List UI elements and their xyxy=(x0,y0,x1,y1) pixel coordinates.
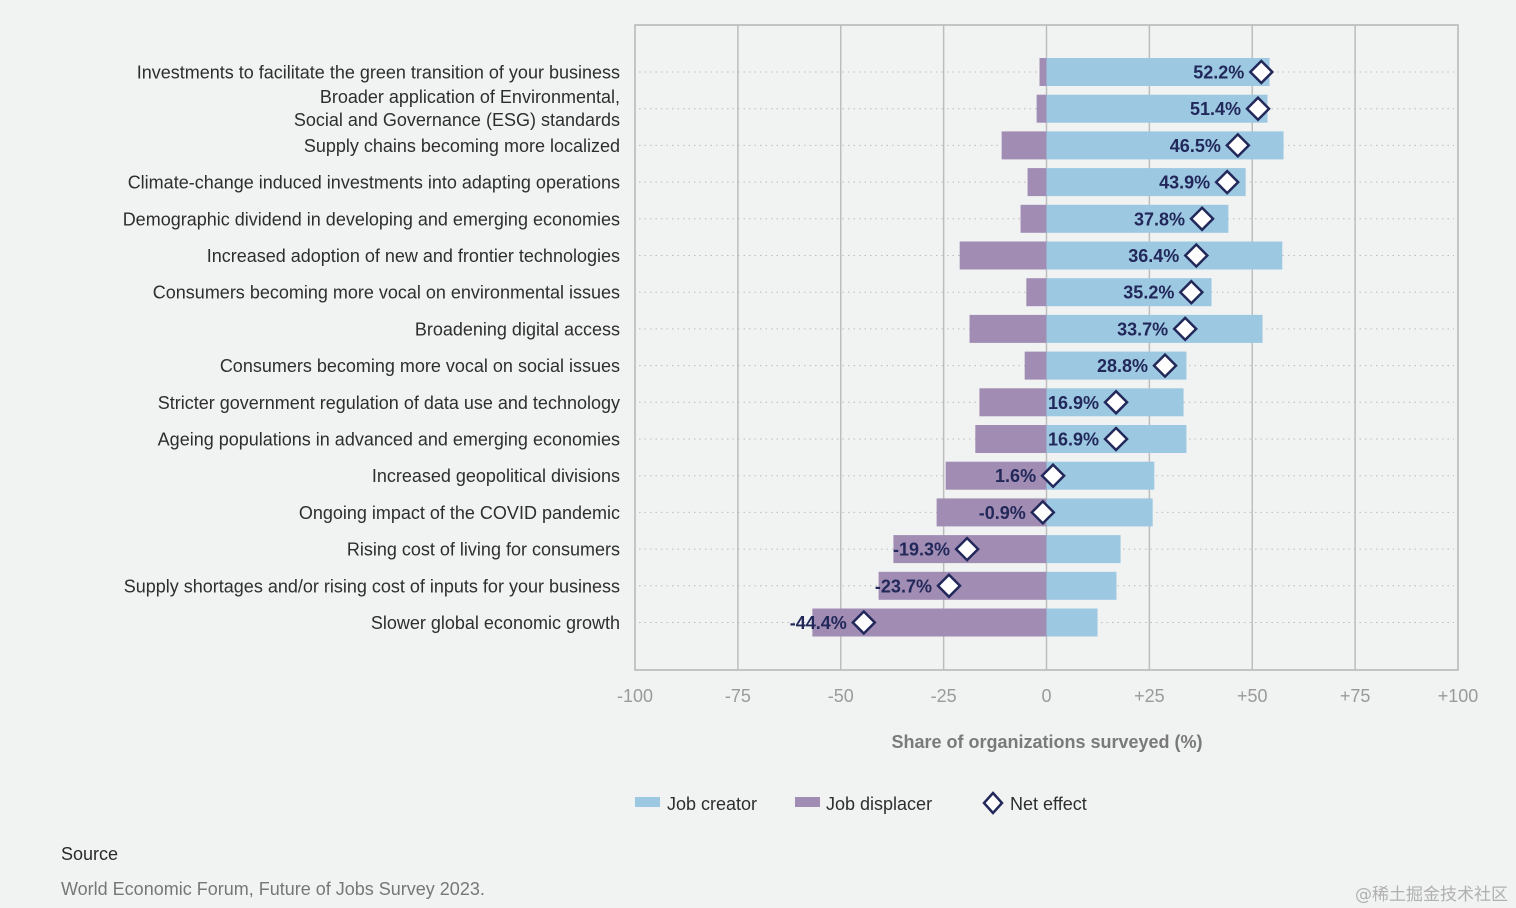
net-effect-label: 16.9% xyxy=(1048,393,1099,413)
legend: Job creator Job displacer Net effect xyxy=(635,791,1087,815)
x-tick-label: -100 xyxy=(617,686,653,706)
net-effect-label: 28.8% xyxy=(1097,356,1148,376)
x-tick-label: +50 xyxy=(1237,686,1268,706)
net-effect-label: 52.2% xyxy=(1193,63,1244,83)
category-label: Supply shortages and/or rising cost of i… xyxy=(124,576,620,596)
bar-job-displacer xyxy=(945,461,1047,490)
bar-job-displacer xyxy=(878,571,1047,600)
bar-job-creator xyxy=(1046,608,1098,637)
bar-job-displacer xyxy=(969,314,1047,343)
net-effect-label: 35.2% xyxy=(1123,283,1174,303)
x-tick-label: -75 xyxy=(725,686,751,706)
category-label: Social and Governance (ESG) standards xyxy=(294,110,620,130)
legend-swatch-job-creator xyxy=(635,797,660,807)
category-label: Ageing populations in advanced and emerg… xyxy=(158,430,620,450)
category-label: Consumers becoming more vocal on environ… xyxy=(153,283,620,303)
net-effect-marker xyxy=(1030,499,1056,526)
category-label: Stricter government regulation of data u… xyxy=(158,393,620,413)
net-effect-marker xyxy=(1245,95,1271,122)
net-effect-label: 37.8% xyxy=(1134,209,1185,229)
net-effect-label: 16.9% xyxy=(1048,430,1099,450)
bar-job-displacer xyxy=(975,425,1047,453)
bar-job-displacer xyxy=(1039,58,1047,86)
x-tick-label: -25 xyxy=(931,686,957,706)
x-tick-label: -50 xyxy=(828,686,854,706)
bar-job-creator xyxy=(1046,241,1283,270)
bar-job-displacer xyxy=(1027,168,1047,197)
category-label: Increased geopolitical divisions xyxy=(372,466,620,486)
net-effect-marker xyxy=(1183,242,1210,269)
net-effect-label: 36.4% xyxy=(1128,246,1179,266)
bar-job-displacer xyxy=(1020,204,1047,233)
bar-job-displacer xyxy=(1001,131,1047,160)
net-effect-marker xyxy=(1214,169,1240,195)
net-effect-label: 33.7% xyxy=(1117,319,1168,339)
category-label: Ongoing impact of the COVID pandemic xyxy=(299,503,620,523)
source-title: Source xyxy=(61,844,119,864)
x-tick-label: +100 xyxy=(1438,686,1479,706)
category-label: Supply chains becoming more localized xyxy=(304,136,620,156)
net-effect-marker xyxy=(1178,279,1205,305)
net-effect-marker xyxy=(1189,206,1215,232)
bar-job-creator xyxy=(1046,571,1117,600)
category-label: Broadening digital access xyxy=(415,319,620,339)
net-effect-label: -0.9% xyxy=(979,503,1026,523)
net-effect-marker xyxy=(954,536,980,562)
diamond-icon xyxy=(982,791,1004,815)
bar-job-displacer xyxy=(1024,351,1047,380)
category-label: Investments to facilitate the green tran… xyxy=(137,63,620,83)
bar-job-displacer xyxy=(936,498,1047,527)
x-tick-label: 0 xyxy=(1041,686,1051,706)
bar-job-creator xyxy=(1046,58,1270,86)
net-effect-label: 43.9% xyxy=(1159,173,1210,193)
chart: 52.2% 51.4% 46.5% 43.9% 37.8% 36.4% 35.2% 33.7%… xyxy=(123,24,1478,815)
net-effect-label: -19.3% xyxy=(893,540,950,560)
x-axis-title: Share of organizations surveyed (%) xyxy=(891,732,1202,752)
category-label: Increased adoption of new and frontier t… xyxy=(207,246,620,266)
legend-swatch-job-displacer xyxy=(795,797,820,807)
bar-job-displacer xyxy=(959,241,1047,270)
category-labels: Investments to facilitate the green tran… xyxy=(123,63,620,634)
net-effect-marker xyxy=(1248,59,1275,85)
net-effect-label: -23.7% xyxy=(875,576,932,596)
bar-job-displacer xyxy=(1026,278,1047,307)
category-label: Climate-change induced investments into … xyxy=(128,173,620,193)
category-label: Rising cost of living for consumers xyxy=(347,540,620,560)
net-effect-label: 1.6% xyxy=(995,466,1036,486)
bar-job-creator xyxy=(1046,94,1268,123)
bar-job-creator xyxy=(1046,314,1263,343)
net-effect-marker xyxy=(936,573,962,599)
category-label: Broader application of Environmental, xyxy=(320,87,620,107)
watermark: @稀土掘金技术社区 xyxy=(1355,885,1508,905)
net-effect-marker xyxy=(1040,462,1066,489)
source-text: World Economic Forum, Future of Jobs Sur… xyxy=(61,879,485,899)
legend-label-job-creator: Job creator xyxy=(667,794,757,814)
x-tick-label: +75 xyxy=(1340,686,1371,706)
x-tick-label: +25 xyxy=(1134,686,1165,706)
net-effect-marker xyxy=(1152,352,1178,379)
category-label: Consumers becoming more vocal on social … xyxy=(220,356,620,376)
net-effect-marker xyxy=(1225,132,1251,159)
category-label: Demographic dividend in developing and e… xyxy=(123,209,620,229)
bar-job-creator xyxy=(1046,535,1121,564)
x-axis-ticks: -100 -75 -50 -25 0 +25 +50 +75 +100 xyxy=(617,686,1478,706)
net-effect-label: 51.4% xyxy=(1190,99,1241,119)
category-label: Slower global economic growth xyxy=(371,613,620,633)
bar-job-displacer xyxy=(1036,94,1047,123)
net-effect-label: -44.4% xyxy=(790,613,847,633)
net-effect-marker xyxy=(1172,316,1198,342)
net-effect-markers: 52.2% 51.4% 46.5% 43.9% 37.8% 36.4% 35.2% 33.7%… xyxy=(790,59,1275,636)
legend-label-job-displacer: Job displacer xyxy=(826,794,932,814)
net-effect-marker xyxy=(1103,426,1129,452)
bar-job-displacer xyxy=(812,608,1047,637)
bar-job-creator xyxy=(1046,168,1246,197)
net-effect-label: 46.5% xyxy=(1170,136,1221,156)
bar-job-displacer xyxy=(979,388,1047,417)
legend-label-net-effect: Net effect xyxy=(1010,794,1087,814)
net-effect-marker xyxy=(851,609,877,636)
net-effect-marker xyxy=(1103,389,1129,416)
bar-job-creator xyxy=(1046,498,1153,527)
